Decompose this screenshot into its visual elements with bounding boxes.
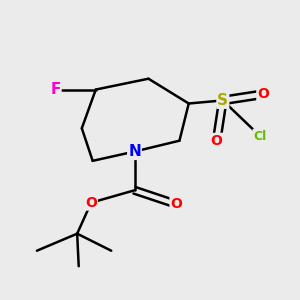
Text: O: O — [257, 87, 269, 101]
Text: Cl: Cl — [254, 130, 267, 142]
Text: N: N — [128, 144, 141, 159]
Text: O: O — [85, 196, 97, 210]
Text: S: S — [217, 93, 228, 108]
Text: F: F — [50, 82, 61, 97]
Text: O: O — [211, 134, 223, 148]
Text: O: O — [170, 197, 182, 211]
